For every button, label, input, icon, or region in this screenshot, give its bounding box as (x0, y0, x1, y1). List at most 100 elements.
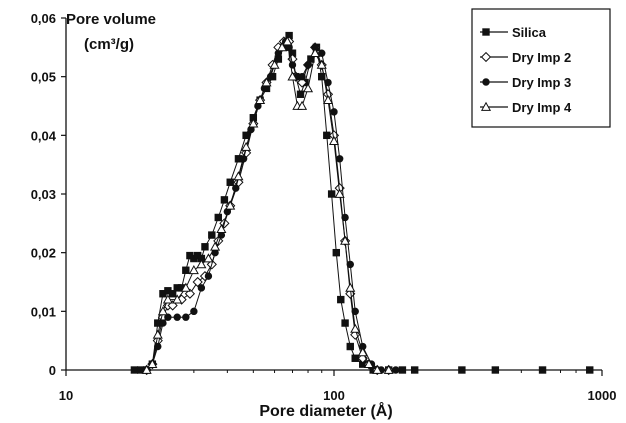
data-point (248, 118, 259, 128)
data-point (372, 364, 383, 374)
series-line (146, 40, 396, 371)
series-layer (130, 31, 594, 376)
data-point (491, 366, 500, 374)
data-point (363, 358, 374, 368)
y-tick-label: 0,03 (31, 187, 56, 202)
data-point (184, 288, 196, 299)
data-point (173, 313, 181, 321)
data-point (269, 59, 280, 69)
data-point (287, 71, 298, 81)
data-point (197, 284, 206, 292)
data-point (340, 235, 351, 245)
data-point (334, 188, 345, 198)
data-point (337, 295, 345, 304)
x-tick-label: 1000 (588, 388, 617, 403)
data-point (261, 77, 272, 87)
data-point (296, 77, 308, 88)
data-point (226, 178, 234, 186)
data-point (225, 200, 236, 210)
data-point (346, 260, 354, 269)
data-point (332, 248, 341, 257)
data-point (180, 282, 191, 292)
data-point (208, 231, 216, 239)
y-tick-label: 0 (49, 363, 56, 378)
series-dry-imp-4 (141, 36, 394, 374)
data-point (383, 364, 394, 374)
data-point (392, 366, 400, 374)
data-point (159, 319, 167, 327)
data-point (182, 313, 190, 321)
data-point (157, 306, 168, 316)
legend-item: Silica (480, 25, 547, 40)
data-point (341, 319, 349, 327)
data-point (172, 294, 183, 304)
data-point (458, 366, 466, 374)
y-tick-label: 0,01 (31, 304, 56, 319)
data-point (302, 83, 314, 93)
data-point (141, 364, 152, 374)
data-point (152, 329, 163, 339)
data-point (322, 94, 334, 104)
data-point (216, 223, 227, 234)
data-point (182, 266, 190, 274)
data-point (350, 323, 361, 333)
x-tick-label: 10 (59, 388, 73, 403)
legend: Silica Dry Imp 2 Dry Imp 3 Dry Imp 4 (471, 8, 611, 128)
axes: 0 0,01 0,02 0,03 0,04 0,05 0,06 10 100 1000 (31, 11, 617, 403)
data-point (351, 354, 359, 362)
series-dry-imp-3 (142, 37, 400, 374)
y-tick-label: 0,05 (31, 70, 56, 85)
data-point (410, 366, 419, 374)
legend-label: Dry Imp 2 (512, 50, 571, 65)
data-point (130, 366, 139, 374)
data-point (586, 366, 594, 374)
y-tick-label: 0,02 (31, 246, 56, 261)
data-point (168, 290, 177, 298)
data-point (328, 135, 340, 146)
y-axis-title-line1: Pore volume (66, 11, 156, 28)
data-point (345, 282, 356, 292)
data-point (304, 61, 312, 69)
data-point (214, 213, 222, 222)
data-point (310, 47, 321, 58)
data-point (192, 276, 203, 288)
data-point (297, 100, 308, 110)
data-point (241, 141, 252, 151)
data-point (341, 213, 349, 222)
data-point (147, 358, 158, 368)
data-point (316, 59, 327, 69)
data-point (220, 196, 229, 204)
data-point (203, 253, 214, 263)
data-point (327, 190, 336, 198)
data-point (164, 313, 172, 321)
data-point (357, 347, 368, 357)
data-point (318, 72, 326, 81)
x-axis-title: Pore diameter (Å) (259, 401, 392, 420)
x-tick-label: 100 (323, 388, 345, 403)
data-point (167, 300, 178, 311)
data-point (204, 272, 213, 280)
data-point (298, 72, 306, 81)
legend-label: Dry Imp 4 (512, 100, 572, 115)
legend-item: Dry Imp 2 (480, 50, 571, 65)
data-point (210, 241, 221, 251)
legend-label: Dry Imp 3 (512, 75, 571, 90)
data-point (282, 36, 293, 46)
data-point (233, 171, 244, 181)
data-point (296, 90, 305, 98)
legend-marker (480, 51, 492, 63)
y-tick-label: 0,04 (31, 128, 57, 143)
legend-label: Silica (512, 25, 547, 40)
data-point (190, 307, 198, 316)
y-tick-label: 0,06 (31, 11, 56, 26)
legend-marker (482, 78, 490, 86)
data-point (538, 366, 547, 374)
data-point (346, 342, 354, 351)
data-point (196, 259, 207, 269)
data-point (277, 42, 288, 52)
data-point (318, 49, 326, 57)
data-point (162, 294, 173, 304)
legend-marker (480, 101, 492, 111)
data-point (335, 155, 344, 163)
